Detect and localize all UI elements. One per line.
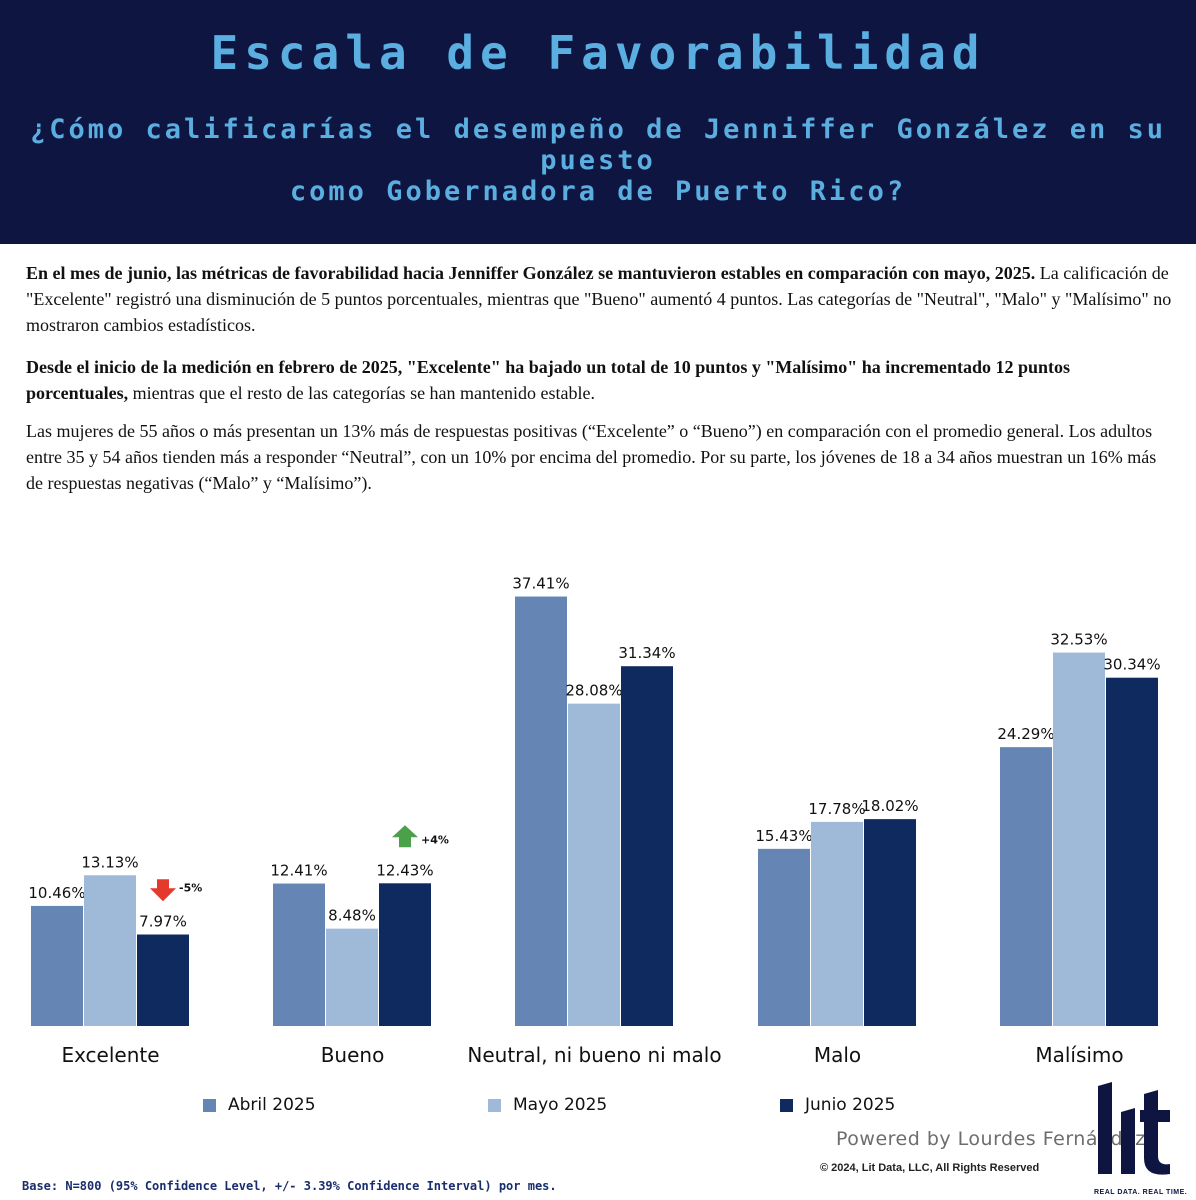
bar-4-2 (1106, 677, 1158, 1026)
bar-0-1 (84, 875, 136, 1026)
data-label-4-2: 30.34% (1103, 656, 1160, 674)
bar-1-2 (379, 883, 431, 1026)
data-label-4-0: 24.29% (997, 725, 1054, 743)
data-label-0-1: 13.13% (81, 853, 138, 871)
data-label-1-0: 12.41% (270, 862, 327, 880)
legend-swatch-junio (780, 1098, 793, 1112)
summary-1-bold: En el mes de junio, las métricas de favo… (26, 263, 1036, 283)
copyright: © 2024, Lit Data, LLC, All Rights Reserv… (820, 1162, 1040, 1174)
category-label-0: Excelente (61, 1043, 159, 1067)
summary-paragraph-2: Desde el inicio de la medición en febrer… (26, 354, 1174, 406)
bar-2-0 (515, 596, 567, 1026)
bar-3-0 (758, 848, 810, 1026)
bar-chart: 10.46% 13.13% 7.97% Excelente 12.41% 8.48% 12.… (28, 575, 1160, 1067)
legend-swatch-abril (203, 1098, 216, 1112)
bar-0-2 (137, 934, 189, 1026)
lit-logo (1094, 1078, 1178, 1191)
bar-1-0 (273, 883, 325, 1026)
summary-2-bold: Desde el inicio de la medición en febrer… (26, 357, 1070, 403)
data-label-0-0: 10.46% (28, 884, 85, 902)
data-label-1-1: 8.48% (328, 907, 376, 925)
summary-2-text: mientras que el resto de las categorías … (132, 383, 596, 403)
category-label-3: Malo (814, 1043, 861, 1067)
summary-paragraph-1: En el mes de junio, las métricas de favo… (26, 260, 1174, 338)
category-label-2: Neutral, ni bueno ni malo (467, 1043, 721, 1067)
category-label-1: Bueno (321, 1043, 385, 1067)
powered-by: Powered by Lourdes Fernández (836, 1128, 1146, 1150)
legend-label-mayo: Mayo 2025 (513, 1095, 608, 1115)
bar-3-1 (811, 821, 863, 1026)
change-label-0: -5% (179, 881, 202, 894)
bar-4-1 (1053, 652, 1105, 1026)
page-title: Escala de Favorabilidad (210, 26, 986, 80)
legend-label-abril: Abril 2025 (228, 1095, 316, 1115)
question-line-2: como Gobernadora de Puerto Rico? (289, 176, 907, 207)
legend-item-mayo: Mayo 2025 (488, 1093, 607, 1117)
legend-item-abril: Abril 2025 (203, 1093, 316, 1117)
bar-0-0 (31, 905, 83, 1026)
summary-1-text: La calificación de "Excelente" registró … (26, 263, 1172, 335)
bar-4-0 (1000, 747, 1052, 1026)
bar-2-1 (568, 703, 620, 1026)
data-label-1-2: 12.43% (376, 861, 433, 879)
question-line-1: ¿Cómo calificarías el desempeño de Jenni… (29, 114, 1167, 176)
legend-item-junio: Junio 2025 (780, 1093, 895, 1117)
logo-tagline: REAL DATA. REAL TIME. (1094, 1189, 1188, 1196)
lit-logo-icon (1098, 1082, 1170, 1175)
base-note: Base: N=800 (95% Confidence Level, +/- 3… (22, 1179, 557, 1193)
header-banner: Escala de Favorabilidad ¿Cómo calificarí… (0, 0, 1196, 244)
summary-paragraph-3: Las mujeres de 55 años o más presentan u… (26, 421, 1157, 493)
arrow-down-icon (150, 879, 176, 902)
data-label-3-2: 18.02% (861, 797, 918, 815)
data-label-0-2: 7.97% (139, 913, 187, 931)
data-label-2-0: 37.41% (512, 575, 569, 593)
arrow-up-icon (392, 825, 418, 848)
data-label-2-2: 31.34% (618, 644, 675, 662)
data-label-3-0: 15.43% (755, 827, 812, 845)
data-label-3-1: 17.78% (808, 800, 865, 818)
legend-swatch-mayo (488, 1098, 501, 1112)
bar-2-2 (621, 666, 673, 1026)
bar-1-1 (326, 928, 378, 1026)
category-label-4: Malísimo (1035, 1043, 1123, 1067)
change-label-1: +4% (421, 833, 449, 846)
bar-3-2 (864, 819, 916, 1026)
legend-label-junio: Junio 2025 (805, 1095, 896, 1115)
data-label-2-1: 28.08% (565, 682, 622, 700)
data-label-4-1: 32.53% (1050, 631, 1107, 649)
